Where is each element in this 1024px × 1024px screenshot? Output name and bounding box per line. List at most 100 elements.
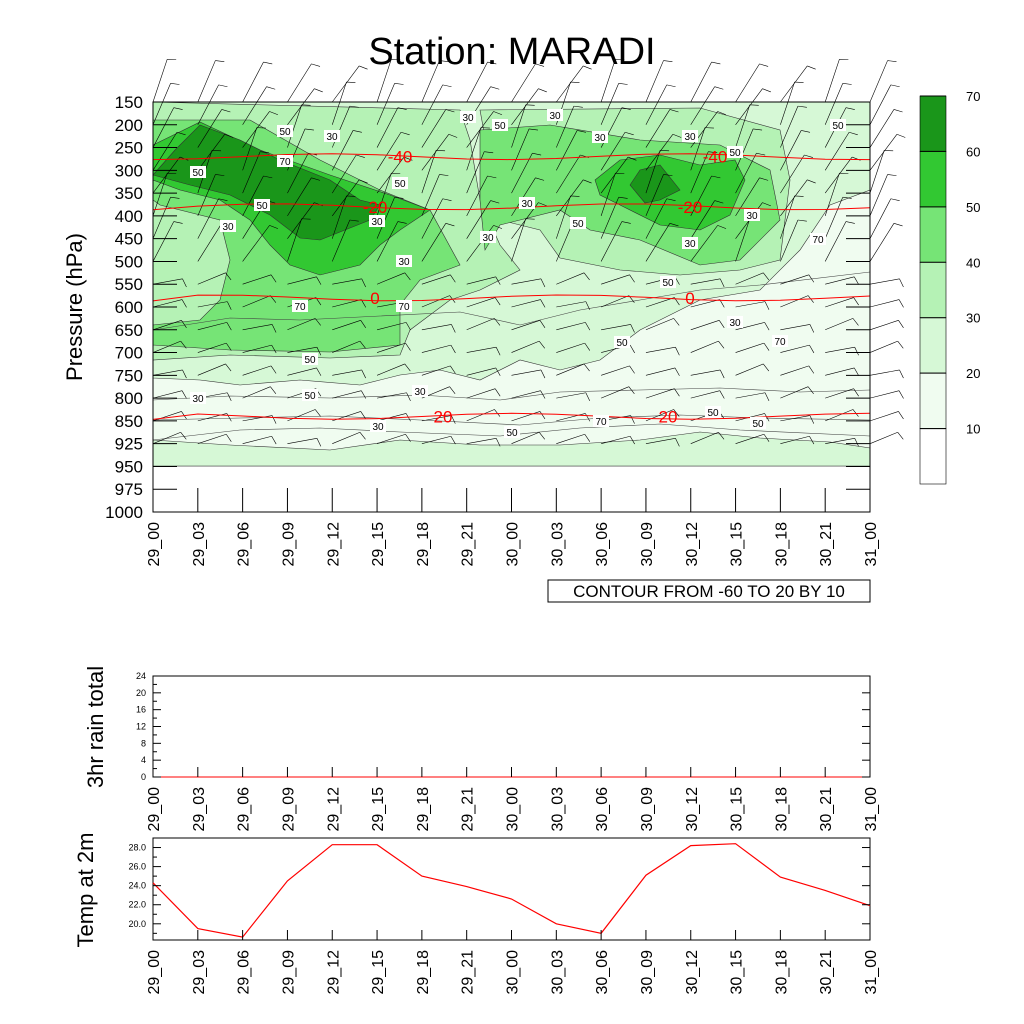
wind-barb-flag bbox=[226, 413, 232, 422]
wind-barb-flag bbox=[809, 415, 815, 424]
time-tick-label: 30_18 bbox=[773, 522, 790, 567]
wind-barb-shaft bbox=[287, 438, 318, 444]
wind-barb-flag bbox=[898, 320, 904, 328]
wind-barb-flag bbox=[845, 221, 855, 224]
pressure-axis: 1502002503003504004505005506006507007508… bbox=[105, 93, 870, 522]
wind-barb-flag bbox=[403, 156, 413, 161]
wind-barb-shaft bbox=[735, 272, 764, 285]
wind-barb-flag bbox=[181, 320, 187, 328]
contour-label-bg bbox=[370, 420, 386, 432]
wind-barb-flag bbox=[439, 174, 449, 176]
wind-barb-flag bbox=[173, 107, 183, 110]
rain-ytick-label: 20 bbox=[136, 688, 146, 698]
temp-ytick-label: 22.0 bbox=[128, 900, 146, 910]
wind-barb-flag bbox=[893, 223, 903, 227]
wind-barb-shaft bbox=[556, 413, 586, 422]
wind-barb-shaft bbox=[780, 344, 810, 353]
wind-barb-shaft bbox=[466, 318, 495, 331]
wind-barb-flag bbox=[442, 84, 452, 88]
wind-barb-flag bbox=[226, 342, 232, 351]
wind-barb-shaft bbox=[421, 295, 450, 308]
time-tick-label: 29_12 bbox=[325, 787, 342, 832]
wind-barb-shaft bbox=[645, 346, 676, 353]
time-tick-label: 29_03 bbox=[191, 787, 208, 832]
time-tick-label: 29_03 bbox=[191, 950, 208, 995]
rain-frame bbox=[152, 675, 871, 778]
time-tick-label: 31_00 bbox=[863, 522, 880, 567]
time-tick-label: 30_06 bbox=[594, 950, 611, 995]
wind-barb-flag bbox=[711, 61, 721, 65]
wind-barb-flag bbox=[316, 347, 322, 356]
wind-barb-shaft bbox=[376, 322, 407, 331]
wind-barb-shaft bbox=[735, 363, 764, 376]
temperature-axis-title: Temp at 2m bbox=[73, 833, 98, 948]
contour-label-bg bbox=[727, 316, 743, 328]
temperature-x-axis: 29_00 29_03 29_06 29_09 29_12 29_15 29_18 29_21… bbox=[146, 930, 880, 995]
wind-barb-flag bbox=[666, 84, 676, 88]
wind-barb-shaft bbox=[825, 276, 855, 285]
wind-barb-shaft bbox=[421, 60, 440, 103]
wind-barbs bbox=[152, 58, 906, 447]
contour-label-bg bbox=[744, 209, 760, 221]
wind-barb-shaft bbox=[466, 438, 497, 444]
wind-barb-flag bbox=[764, 413, 770, 422]
pressure-tick-label: 950 bbox=[115, 457, 143, 476]
wind-barb-shaft bbox=[332, 431, 361, 444]
wind-barb-shaft bbox=[780, 435, 810, 444]
legend-tick-label: 40 bbox=[966, 255, 980, 270]
contour-label: 50 bbox=[192, 168, 204, 179]
wind-barb-flag bbox=[535, 63, 545, 67]
wind-barb-shaft bbox=[690, 390, 720, 399]
wind-barb-shaft bbox=[376, 107, 399, 148]
wind-barb-flag bbox=[539, 411, 546, 420]
temperature-panel: 20.022.024.026.028.0 29_00 29_03 29_06 29_0… bbox=[73, 833, 880, 995]
wind-barb-shaft bbox=[780, 295, 809, 308]
wind-barb-flag bbox=[759, 177, 769, 181]
isotherm-label: 20 bbox=[434, 407, 453, 426]
contour-label-bg bbox=[772, 335, 788, 347]
wind-barb-shaft bbox=[825, 346, 855, 353]
wind-barb-shaft bbox=[197, 60, 216, 103]
wind-barb-shaft bbox=[242, 365, 272, 376]
wind-barb-shaft bbox=[511, 153, 533, 194]
wind-barb-shaft bbox=[197, 363, 226, 376]
wind-barb-flag bbox=[487, 61, 497, 65]
wind-barb-shaft bbox=[242, 435, 272, 444]
wind-barb-shaft bbox=[152, 59, 168, 103]
wind-barb-shaft bbox=[824, 59, 840, 103]
wind-barb-shaft bbox=[331, 219, 351, 262]
pressure-tick-label: 350 bbox=[115, 184, 143, 203]
pressure-tick-label: 200 bbox=[115, 116, 143, 135]
time-tick-label: 29_21 bbox=[460, 522, 477, 567]
color-legend: 10 20 30 40 50 60 70 bbox=[919, 89, 980, 485]
contour-line-3 bbox=[152, 423, 871, 441]
wind-barb-shaft bbox=[197, 223, 223, 262]
pressure-tick-label: 750 bbox=[115, 366, 143, 385]
wind-barb-shaft bbox=[869, 174, 888, 217]
wind-barb-shaft bbox=[645, 297, 675, 308]
wind-barb-shaft bbox=[780, 219, 799, 262]
wind-barb-shaft bbox=[735, 218, 751, 262]
wind-barb-flag bbox=[896, 133, 906, 138]
wind-barb-flag bbox=[406, 392, 411, 401]
wind-barb-flag bbox=[215, 174, 225, 176]
contour-label: 50 bbox=[729, 148, 741, 159]
wind-barb-shaft bbox=[421, 198, 443, 239]
wind-barb-flag bbox=[853, 367, 859, 376]
wind-barb-shaft bbox=[466, 346, 497, 353]
wind-barb-shaft bbox=[735, 177, 760, 217]
wind-barb-shaft bbox=[824, 173, 840, 216]
wind-barb-flag bbox=[532, 152, 542, 156]
wind-barb-shaft bbox=[376, 221, 399, 262]
wind-barb-shaft bbox=[421, 344, 452, 353]
wind-barb-shaft bbox=[376, 433, 406, 444]
legend-tick-label: 10 bbox=[966, 422, 980, 437]
wind-barb-shaft bbox=[376, 132, 402, 171]
contour-label-bg bbox=[492, 119, 508, 131]
wind-barb-shaft bbox=[780, 274, 809, 285]
wind-barb-shaft bbox=[511, 340, 540, 353]
contour-label-bg bbox=[810, 233, 826, 245]
wind-barb-flag bbox=[583, 272, 590, 281]
pressure-tick-label: 600 bbox=[115, 298, 143, 317]
wind-barb-shaft bbox=[332, 320, 361, 331]
